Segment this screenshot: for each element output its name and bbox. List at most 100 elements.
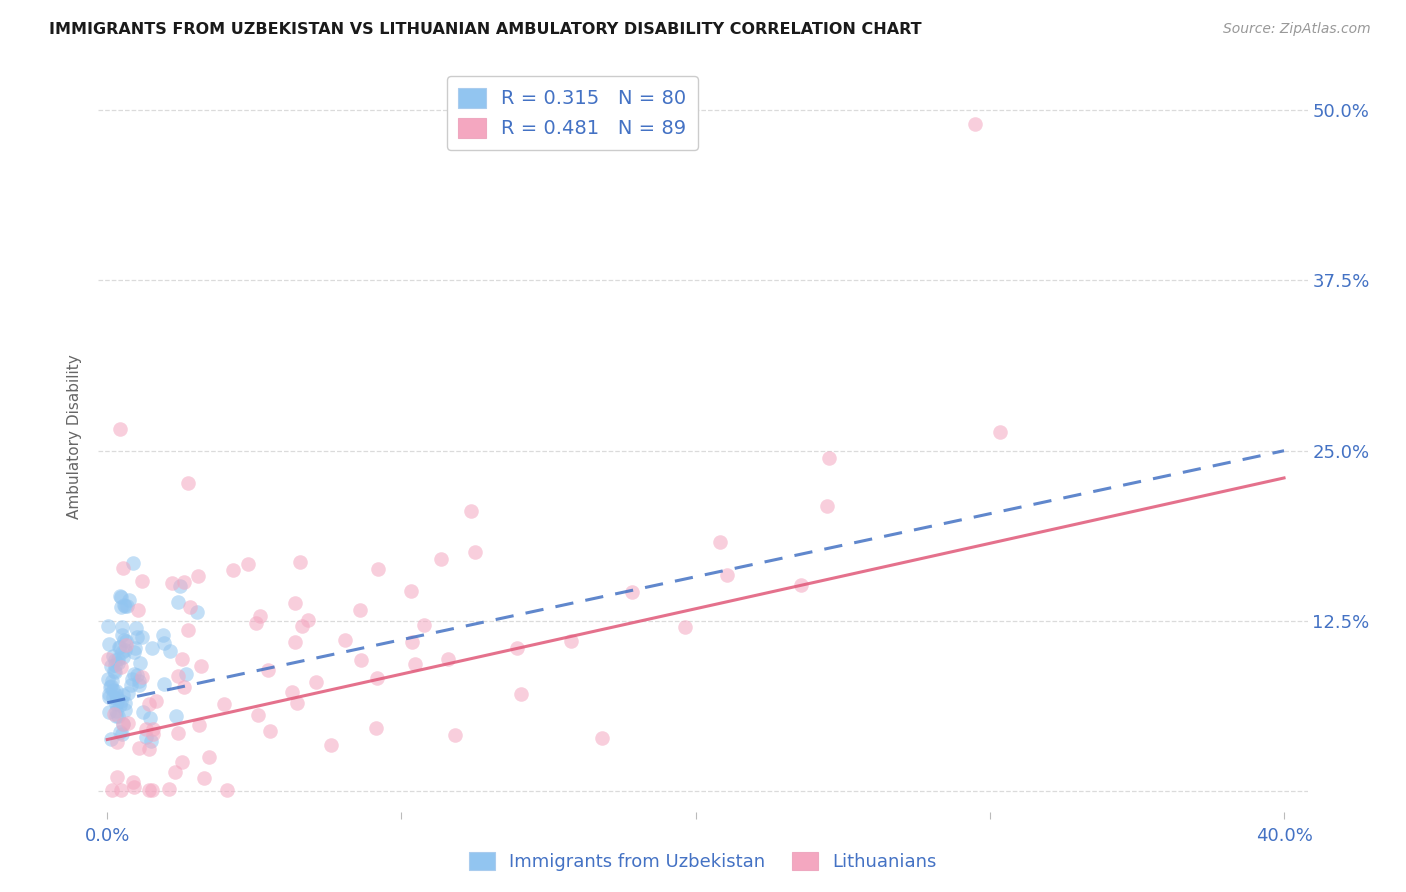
Point xyxy=(114,696,136,710)
Point xyxy=(110,590,132,604)
Point xyxy=(122,780,145,794)
Point xyxy=(111,649,134,664)
Point xyxy=(124,645,146,659)
Point xyxy=(105,735,128,749)
Point xyxy=(162,576,184,591)
Point xyxy=(108,724,131,739)
Point xyxy=(100,679,122,693)
Point xyxy=(444,728,467,742)
Point xyxy=(236,557,259,571)
Point xyxy=(212,698,235,712)
Point xyxy=(221,563,243,577)
Point xyxy=(259,723,281,738)
Point xyxy=(284,634,307,648)
Point xyxy=(138,742,160,756)
Point xyxy=(107,691,129,706)
Point xyxy=(245,615,267,630)
Point xyxy=(112,598,135,612)
Point xyxy=(436,651,458,665)
Point xyxy=(131,630,153,644)
Point xyxy=(125,621,148,635)
Point xyxy=(430,551,453,566)
Point xyxy=(110,590,132,604)
Point xyxy=(105,694,128,708)
Point xyxy=(121,672,143,686)
Point xyxy=(105,698,128,712)
Point xyxy=(141,783,163,797)
Point xyxy=(105,770,128,784)
Point xyxy=(108,422,131,436)
Point xyxy=(107,652,129,666)
Point xyxy=(104,688,127,702)
Point xyxy=(247,707,270,722)
Point xyxy=(167,669,190,683)
Point xyxy=(139,711,162,725)
Point xyxy=(121,775,143,789)
Point xyxy=(117,686,139,700)
Point xyxy=(138,783,160,797)
Point xyxy=(165,764,187,779)
Point xyxy=(122,557,145,571)
Point xyxy=(173,574,195,589)
Point xyxy=(115,633,138,648)
Point xyxy=(127,603,149,617)
Point xyxy=(673,620,696,634)
Point xyxy=(350,653,373,667)
Point xyxy=(110,659,132,673)
Point xyxy=(187,718,209,732)
Point xyxy=(817,450,839,465)
Point xyxy=(166,594,188,608)
Point xyxy=(114,703,136,717)
Point xyxy=(291,619,314,633)
Point xyxy=(129,656,152,670)
Point xyxy=(103,664,125,678)
Point xyxy=(145,694,167,708)
Point xyxy=(257,663,280,677)
Point xyxy=(111,628,134,642)
Point xyxy=(464,545,486,559)
Legend: Immigrants from Uzbekistan, Lithuanians: Immigrants from Uzbekistan, Lithuanians xyxy=(463,845,943,879)
Point xyxy=(152,628,174,642)
Point xyxy=(110,783,132,797)
Point xyxy=(988,425,1011,439)
Point xyxy=(349,603,371,617)
Point xyxy=(305,675,328,690)
Point xyxy=(120,678,142,692)
Point xyxy=(297,614,319,628)
Point xyxy=(510,687,533,701)
Point xyxy=(131,671,153,685)
Point xyxy=(170,756,193,770)
Point xyxy=(177,624,200,638)
Text: Source: ZipAtlas.com: Source: ZipAtlas.com xyxy=(1223,22,1371,37)
Point xyxy=(128,673,150,688)
Point xyxy=(100,731,122,746)
Point xyxy=(709,534,731,549)
Point xyxy=(111,727,134,741)
Point xyxy=(114,643,136,657)
Point xyxy=(110,694,132,708)
Point xyxy=(107,709,129,723)
Point xyxy=(165,709,187,723)
Point xyxy=(111,619,134,633)
Point xyxy=(104,653,127,667)
Point xyxy=(104,709,127,723)
Point xyxy=(115,638,138,652)
Point xyxy=(135,723,157,737)
Point xyxy=(157,782,180,797)
Point xyxy=(98,690,121,705)
Point xyxy=(111,717,134,731)
Point xyxy=(413,618,436,632)
Point xyxy=(98,687,121,701)
Point xyxy=(152,636,174,650)
Point xyxy=(108,640,131,654)
Point xyxy=(101,690,124,704)
Point xyxy=(117,599,139,613)
Point xyxy=(285,696,308,710)
Point xyxy=(197,750,219,764)
Point xyxy=(124,640,146,655)
Legend: R = 0.315   N = 80, R = 0.481   N = 89: R = 0.315 N = 80, R = 0.481 N = 89 xyxy=(447,76,697,150)
Point xyxy=(173,681,195,695)
Point xyxy=(97,637,120,651)
Point xyxy=(169,579,191,593)
Point xyxy=(103,648,125,663)
